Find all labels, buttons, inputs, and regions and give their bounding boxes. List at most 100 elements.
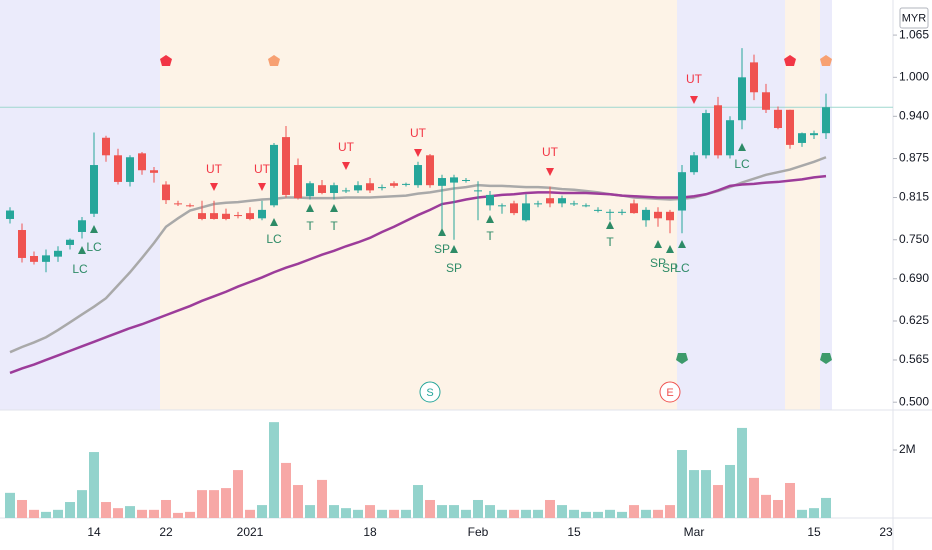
signal-label: UT <box>410 126 427 140</box>
pentagon-marker <box>160 55 172 66</box>
candle-body <box>510 203 518 214</box>
volume-bar <box>809 508 819 518</box>
volume-bar <box>761 494 771 518</box>
candle-body <box>126 157 134 182</box>
x-tick-label: 2021 <box>237 525 264 539</box>
x-tick-label: Mar <box>684 525 705 539</box>
signal-label: LC <box>72 262 88 276</box>
y-tick-label: 0.565 <box>899 352 929 366</box>
candle-body <box>186 205 194 207</box>
volume-bar <box>665 505 675 518</box>
signal-label: SP <box>434 242 450 256</box>
volume-bar <box>173 512 183 518</box>
candle-body <box>450 177 458 183</box>
candle-body <box>630 203 638 214</box>
candle-body <box>78 220 86 232</box>
candle-body <box>738 77 746 121</box>
signal-arrow <box>78 246 86 254</box>
volume-tick-label: 2M <box>899 442 916 456</box>
y-tick-label: 0.690 <box>899 271 929 285</box>
candle-body <box>6 210 14 219</box>
candle-body <box>558 198 566 204</box>
volume-bar <box>593 511 603 518</box>
volume-bar <box>749 477 759 518</box>
candle-body <box>654 211 662 219</box>
event-label: E <box>666 387 673 399</box>
signal-label: UT <box>206 162 223 176</box>
volume-bar <box>785 482 795 518</box>
signal-arrow <box>210 183 218 191</box>
volume-bar <box>401 509 411 518</box>
signal-arrow <box>258 183 266 191</box>
candle-body <box>798 133 806 143</box>
candle-body <box>282 137 290 195</box>
volume-bar <box>257 505 267 518</box>
pentagon-marker <box>268 55 280 66</box>
volume-bar <box>605 509 615 518</box>
volume-bar <box>233 470 243 518</box>
candle-body <box>366 183 374 191</box>
signal-arrow <box>606 221 614 229</box>
volume-bar <box>161 499 171 518</box>
signal-arrow <box>330 204 338 212</box>
x-tick-label: 23 <box>879 525 893 539</box>
volume-bar <box>617 511 627 518</box>
candle-body <box>210 213 218 219</box>
shade <box>785 0 820 410</box>
signal-label: T <box>306 219 314 233</box>
volume-bar <box>89 452 99 518</box>
candle-body <box>414 165 422 186</box>
candle-body <box>318 185 326 193</box>
signal-arrow <box>546 168 554 176</box>
signal-label: T <box>486 229 494 243</box>
volume-bar <box>521 509 531 518</box>
volume-bar <box>425 499 435 518</box>
candle-body <box>786 109 794 145</box>
volume-bar <box>629 505 639 518</box>
volume-bar <box>29 509 39 518</box>
volume-bar <box>473 499 483 518</box>
candle-body <box>18 230 26 258</box>
signal-label: T <box>330 219 338 233</box>
signal-arrow <box>654 240 662 248</box>
y-tick-label: 0.625 <box>899 313 929 327</box>
volume-bar <box>293 485 303 518</box>
signal-arrow <box>438 228 446 236</box>
volume-bar <box>101 502 111 518</box>
volume-bar <box>653 509 663 518</box>
y-tick-label: 0.940 <box>899 108 929 122</box>
event-label: S <box>426 387 433 399</box>
candle-body <box>342 190 350 192</box>
volume-bar <box>17 499 27 518</box>
volume-bar <box>365 505 375 518</box>
volume-bar <box>485 505 495 518</box>
volume-bar <box>197 490 207 518</box>
volume-bar <box>509 509 519 518</box>
x-tick-label: Feb <box>468 525 489 539</box>
y-tick-label: 0.500 <box>899 394 929 408</box>
shade <box>820 0 832 410</box>
candle-body <box>666 211 674 221</box>
y-tick-label: 0.750 <box>899 232 929 246</box>
currency-box <box>899 7 929 29</box>
volume-bar <box>545 499 555 518</box>
volume-bar <box>77 490 87 518</box>
candle-body <box>618 211 626 213</box>
x-tick-label: 18 <box>363 525 377 539</box>
candle-body <box>378 187 386 189</box>
volume-bar <box>221 488 231 518</box>
volume-bar <box>557 505 567 518</box>
candle-body <box>726 120 734 156</box>
volume-bar <box>149 509 159 518</box>
candle-body <box>522 203 530 221</box>
volume-bar <box>305 505 315 518</box>
volume-bar <box>65 502 75 518</box>
volume-bar <box>329 505 339 518</box>
volume-bar <box>185 511 195 518</box>
volume-bar <box>821 497 831 518</box>
volume-bar <box>725 464 735 518</box>
candle-body <box>546 198 554 204</box>
signal-arrow <box>450 245 458 253</box>
candle-body <box>138 153 146 171</box>
candle-body <box>702 113 710 156</box>
